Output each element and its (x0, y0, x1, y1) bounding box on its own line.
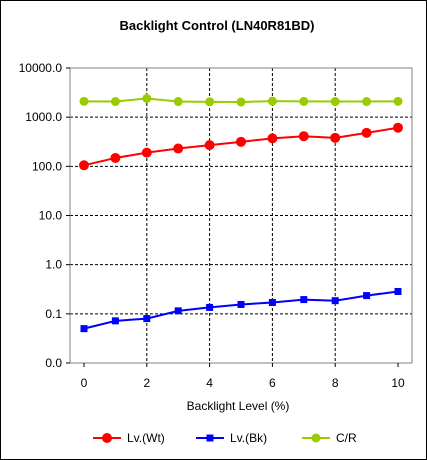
x-axis: 0 2 4 6 8 10 (81, 363, 405, 390)
x-tick-label: 8 (332, 376, 339, 390)
data-point (394, 287, 402, 295)
data-point (173, 97, 183, 107)
y-tick-label: 100.0 (32, 159, 62, 173)
data-point (80, 325, 88, 333)
series-0 (79, 122, 403, 171)
x-tick-label: 4 (206, 376, 213, 390)
data-point (110, 97, 120, 107)
data-point (143, 315, 151, 323)
x-axis-label: Backlight Level (%) (187, 399, 290, 413)
data-point (300, 296, 308, 304)
y-tick-label: 10.0 (39, 209, 63, 223)
data-point (236, 136, 246, 147)
legend-marker (311, 433, 321, 443)
data-point (330, 132, 341, 143)
data-point (361, 127, 372, 138)
data-point (267, 133, 278, 144)
legend-label: Lv.(Wt) (127, 431, 165, 445)
data-point (393, 96, 403, 106)
x-tick-label: 6 (269, 376, 276, 390)
data-point (362, 97, 372, 107)
data-point (393, 122, 403, 133)
data-point (206, 303, 214, 311)
legend-marker (206, 434, 214, 442)
y-axis: 0.0 0.1 1.0 10.0 100.0 1000.0 10000.0 (19, 61, 70, 370)
data-point (110, 152, 121, 163)
data-point (267, 96, 277, 106)
x-tick-label: 10 (391, 376, 405, 390)
series-1 (80, 287, 402, 333)
legend-item: Lv.(Wt) (93, 431, 165, 445)
legend-label: Lv.(Bk) (230, 431, 267, 445)
chart-title: Backlight Control (LN40R81BD) (119, 18, 314, 33)
y-tick-label: 0.1 (45, 307, 62, 321)
data-point (111, 317, 119, 325)
data-point (79, 96, 89, 106)
data-point (299, 96, 309, 106)
legend-marker (102, 433, 112, 443)
data-point (142, 93, 152, 103)
data-point (79, 160, 89, 171)
data-point (236, 97, 246, 107)
y-tick-label: 1.0 (45, 258, 62, 272)
data-point (174, 307, 182, 315)
legend-item: Lv.(Bk) (196, 431, 267, 445)
data-point (363, 292, 371, 300)
x-tick-label: 2 (143, 376, 150, 390)
legend-item: C/R (302, 431, 357, 445)
series-line (83, 290, 399, 330)
x-tick-label: 0 (81, 376, 88, 390)
grid (70, 68, 412, 363)
data-point (330, 97, 340, 107)
y-tick-label: 10000.0 (19, 61, 63, 75)
data-point (268, 299, 276, 307)
series-2 (79, 93, 403, 107)
data-point (205, 97, 215, 107)
data-point (173, 143, 184, 154)
data-point (237, 300, 245, 308)
data-point (298, 131, 309, 142)
y-tick-label: 1000.0 (25, 110, 62, 124)
y-tick-label: 0.0 (45, 356, 62, 370)
legend-label: C/R (336, 431, 357, 445)
series-layer (79, 93, 403, 333)
legend: Lv.(Wt) Lv.(Bk) C/R (93, 431, 357, 445)
data-point (331, 297, 339, 305)
data-point (141, 147, 152, 158)
data-point (204, 140, 215, 151)
